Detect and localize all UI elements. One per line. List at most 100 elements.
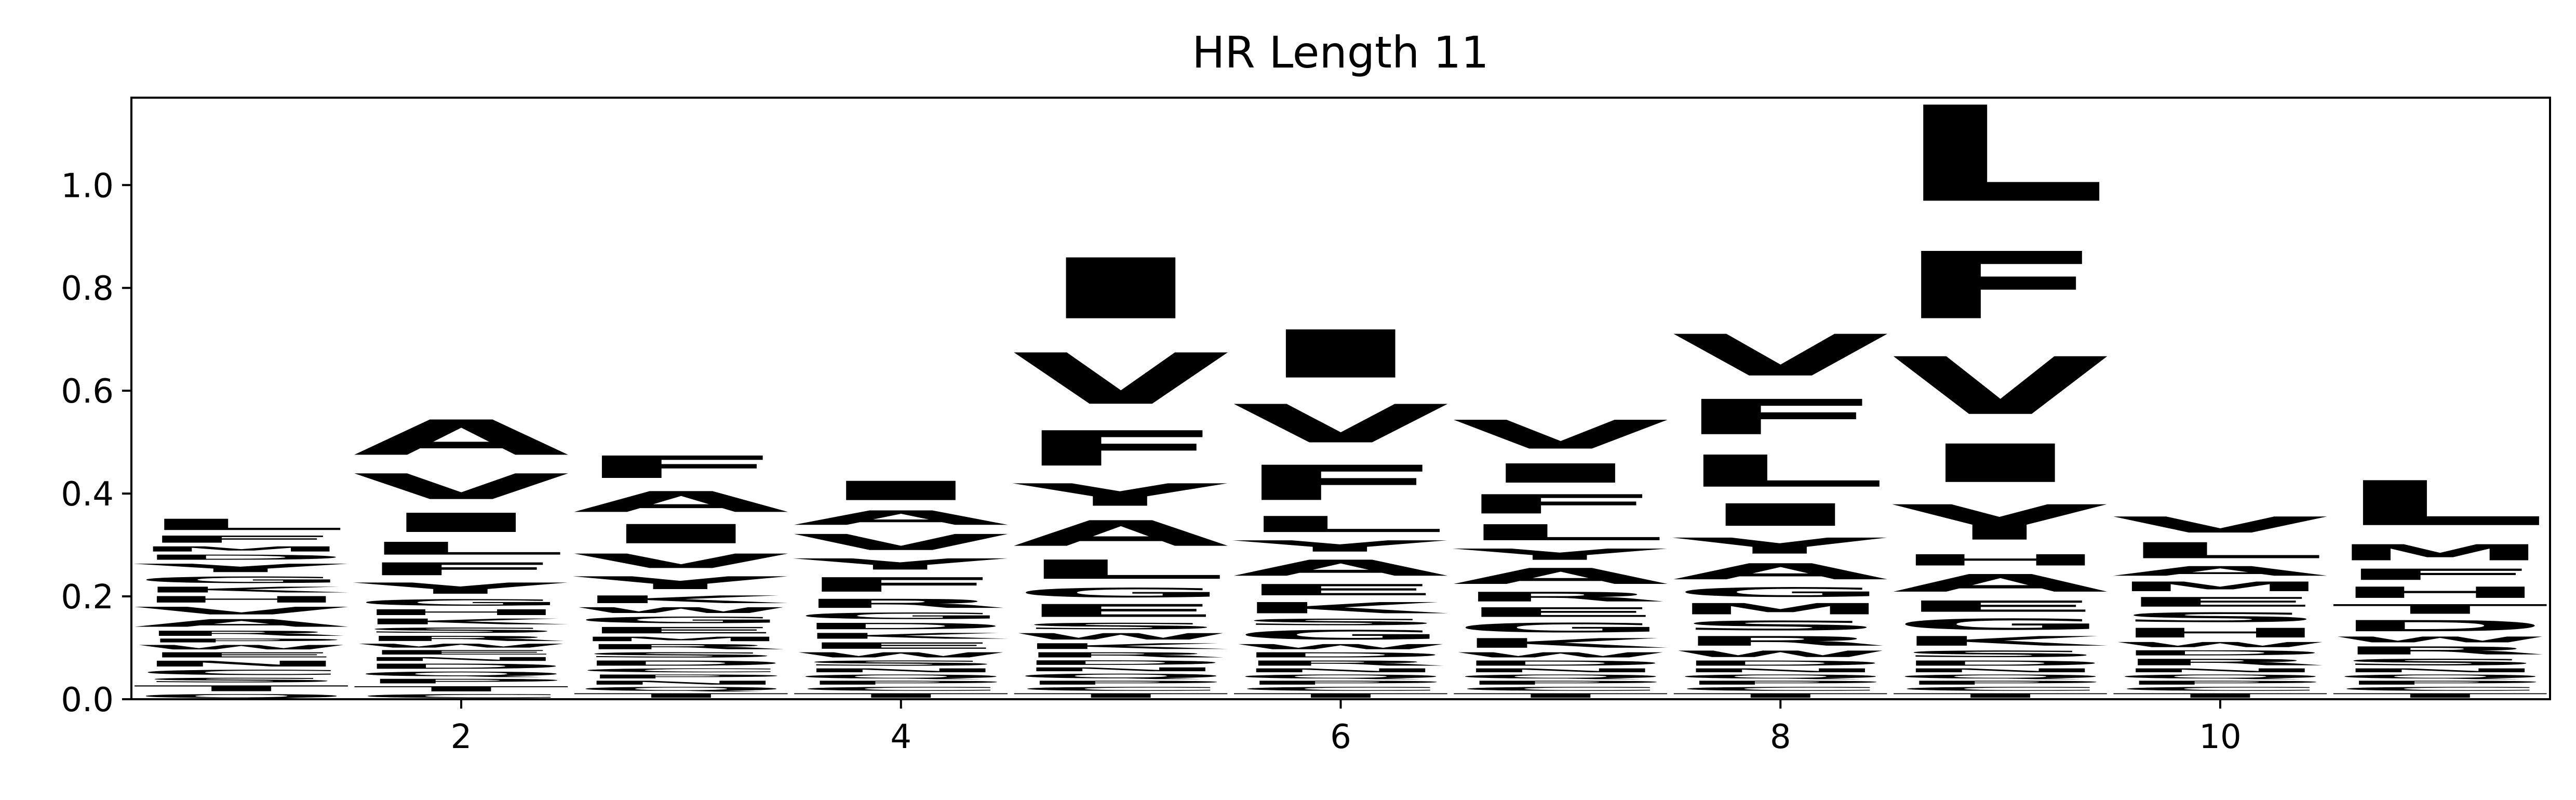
logo-letter-H: H: [353, 608, 570, 617]
logo-letter-C: C: [353, 693, 570, 699]
logo-letter-V: V: [573, 550, 791, 572]
logo-letter-G: G: [1892, 616, 2109, 633]
logo-letter-D: D: [1452, 659, 1669, 668]
logo-letter-C: C: [1892, 686, 2109, 692]
logo-letter-E: E: [1452, 605, 1669, 620]
logo-letter-Y: Y: [1671, 533, 1887, 558]
logo-letter-N: N: [2112, 668, 2328, 674]
logo-letter-L: L: [1672, 446, 1889, 497]
logo-letter-T: T: [1013, 692, 1231, 699]
logo-letter-M: M: [573, 635, 789, 643]
logo-letter-T: T: [2332, 602, 2550, 617]
logo-letter-D: D: [353, 662, 570, 671]
logo-letter-R: R: [1232, 659, 1449, 668]
logo-letter-A: A: [793, 506, 1011, 529]
logo-letter-E: E: [1892, 597, 2109, 615]
logo-letter-V: V: [2112, 512, 2330, 538]
logo-letter-T: T: [793, 692, 1011, 699]
logo-letter-S: S: [1013, 621, 1229, 632]
logo-letter-G: G: [1013, 585, 1229, 601]
logo-letter-Q: Q: [133, 693, 350, 699]
logo-letter-W: W: [353, 643, 570, 649]
logo-letter-R: R: [133, 629, 350, 637]
logo-letter-S: S: [2332, 657, 2548, 668]
logo-letter-N: N: [573, 679, 789, 686]
logo-letter-C: C: [1013, 686, 1229, 692]
logo-letter-V: V: [1892, 341, 2111, 433]
logo-letter-L: L: [353, 538, 570, 558]
logo-letter-S: S: [1672, 618, 1889, 634]
logo-letter-P: P: [1892, 679, 2109, 686]
logo-letter-E: E: [133, 651, 350, 659]
logo-letter-H: H: [2332, 583, 2548, 601]
logo-letter-M: M: [133, 545, 350, 553]
y-tick-label: 0.2: [61, 578, 114, 617]
logo-letter-E: E: [353, 649, 570, 656]
logo-letter-W: W: [133, 644, 350, 651]
x-tick-label: 4: [890, 718, 911, 756]
logo-letter-M: M: [1672, 600, 1889, 618]
logo-letter-G: G: [1232, 627, 1449, 643]
logo-letter-R: R: [2112, 657, 2328, 668]
logo-letter-D: D: [2112, 649, 2328, 657]
logo-letter-K: K: [353, 617, 570, 626]
logo-letter-F: F: [1672, 389, 1889, 445]
logo-letter-I: I: [1452, 458, 1669, 489]
logo-letter-N: N: [793, 668, 1009, 674]
logo-letter-R: R: [793, 596, 1009, 611]
logo-letter-T: T: [1232, 692, 1451, 699]
logo-letter-A: A: [2112, 564, 2330, 579]
logo-letter-V: V: [1232, 393, 1451, 455]
logo-letter-Y: Y: [131, 562, 348, 575]
logo-letter-W: W: [573, 606, 789, 615]
logo-letter-N: N: [1452, 668, 1669, 674]
logo-letter-P: P: [2112, 679, 2328, 686]
logo-letter-P: P: [1672, 679, 1889, 686]
logo-letter-K: K: [1452, 635, 1669, 651]
logo-letter-A: A: [133, 617, 352, 630]
logo-letter-C: C: [1452, 686, 1669, 692]
logo-letter-S: S: [1892, 649, 2109, 659]
logo-letter-E: E: [793, 641, 1009, 651]
logo-letter-Q: Q: [1013, 673, 1229, 680]
logo-letter-W: W: [1672, 649, 1889, 659]
logo-letter-H: H: [133, 594, 350, 605]
logo-letter-V: V: [793, 530, 1011, 555]
logo-letter-M: M: [2112, 579, 2328, 594]
logo-letter-Q: Q: [1232, 674, 1449, 680]
logo-letter-C: C: [1672, 686, 1889, 692]
y-tick-label: 0.8: [61, 270, 114, 308]
logo-letter-Y: Y: [1890, 495, 2107, 551]
logo-letter-S: S: [353, 626, 570, 634]
logo-letter-Q: Q: [1892, 674, 2109, 680]
logo-letter-H: H: [1892, 551, 2109, 569]
logo-letter-A: A: [1232, 555, 1451, 581]
logo-letter-N: N: [133, 659, 350, 669]
logo-letter-K: K: [1013, 642, 1230, 651]
chart-title: HR Length 11: [1192, 27, 1489, 78]
logo-letter-P: P: [353, 677, 570, 685]
logo-letter-I: I: [353, 508, 570, 538]
logo-letter-T: T: [353, 685, 571, 693]
logo-letter-D: D: [793, 621, 1009, 632]
logo-letter-D: D: [573, 659, 789, 668]
logo-letter-E: E: [573, 625, 789, 636]
logo-letter-P: P: [2332, 679, 2548, 686]
logo-letter-W: W: [2112, 641, 2328, 649]
logo-letter-P: P: [1452, 679, 1669, 686]
logo-letter-A: A: [1452, 564, 1671, 589]
logo-letter-E: E: [2112, 594, 2328, 610]
logo-letter-T: T: [2112, 692, 2330, 699]
logo-letter-K: K: [133, 585, 350, 594]
logo-letter-G: G: [1452, 620, 1669, 636]
logo-letter-F: F: [1232, 455, 1449, 511]
logo-letter-L: L: [2332, 468, 2548, 540]
logo-letter-P: P: [1013, 679, 1229, 686]
logo-letter-C: C: [573, 668, 789, 674]
logo-letter-A: A: [1672, 559, 1891, 584]
y-axis: 0.0 0.2 0.4 0.6 0.8 1.0: [61, 167, 131, 719]
